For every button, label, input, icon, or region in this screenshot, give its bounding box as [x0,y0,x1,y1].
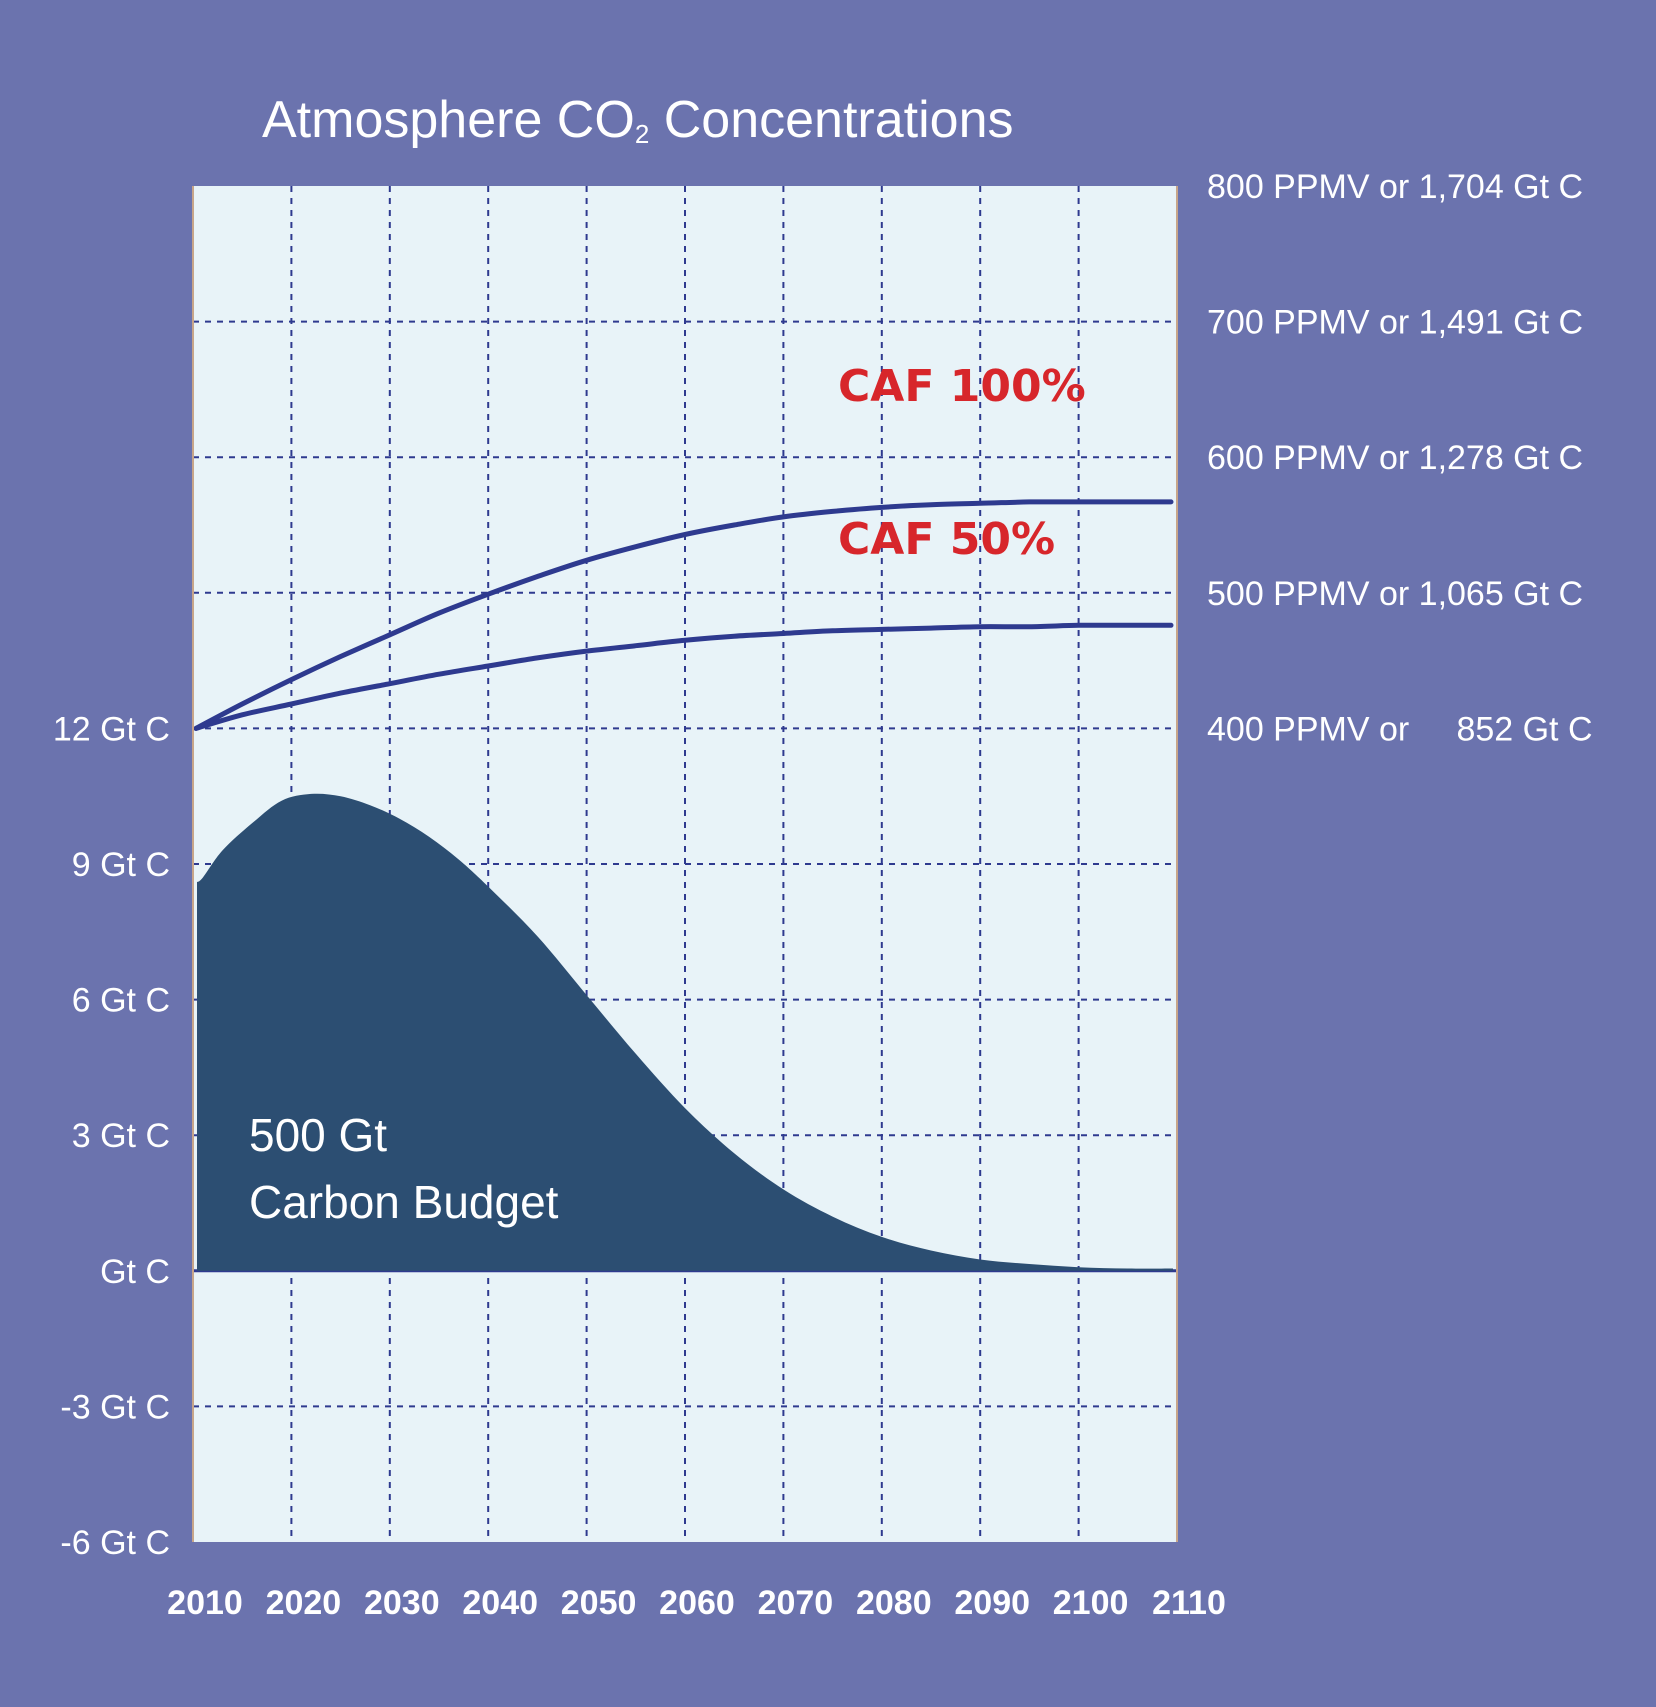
carbon-budget-area [197,793,1173,1271]
left-tick-label-1: 9 Gt C [72,846,170,884]
series-label-caf-100: CAF 100% [838,361,1086,412]
x-tick-label-2070: 2070 [758,1584,834,1622]
left-tick-label-6: -6 Gt C [60,1524,170,1562]
x-axis-ticks: 2010 2020 2030 2040 2050 2060 2070 2080 2090 2100… [167,1584,1226,1622]
series-line-0 [193,499,1174,731]
chart-title: Atmosphere CO2 Concentrations [262,91,1013,149]
x-tick-label-2090: 2090 [954,1584,1030,1622]
series-label-caf-50: CAF 50% [838,514,1055,565]
right-tick-label-2: 600 PPMV or 1,278 Gt C [1207,439,1583,477]
carbon-budget-label-line1: 500 Gt [249,1109,387,1161]
x-tick-label-2020: 2020 [266,1584,342,1622]
x-tick-label-2060: 2060 [659,1584,735,1622]
x-tick-label-2100: 2100 [1053,1584,1129,1622]
left-tick-label-0: 12 Gt C [53,710,170,748]
right-tick-label-1: 700 PPMV or 1,491 Gt C [1207,304,1583,342]
chart-title-suffix: Concentrations [649,91,1013,149]
right-tick-label-3: 500 PPMV or 1,065 Gt C [1207,575,1583,613]
series-line-1 [193,622,1174,731]
x-tick-label-2010: 2010 [167,1584,243,1622]
series-lines-layer [193,499,1174,731]
chart-title-subscript: 2 [635,119,649,149]
x-tick-label-2080: 2080 [856,1584,932,1622]
right-tick-label-0: 800 PPMV or 1,704 Gt C [1207,168,1583,206]
carbon-budget-label-line2: Carbon Budget [249,1176,559,1228]
left-tick-label-4: Gt C [100,1253,170,1291]
x-tick-label-2110: 2110 [1152,1584,1226,1622]
left-tick-label-5: -3 Gt C [60,1388,170,1426]
right-axis-ticks: 800 PPMV or 1,704 Gt C 700 PPMV or 1,491 … [1207,168,1593,748]
left-axis-ticks: 12 Gt C 9 Gt C 6 Gt C 3 Gt C Gt C -3 Gt C -6 G… [53,710,170,1562]
chart-title-prefix: Atmosphere CO [262,91,635,149]
left-tick-label-2: 6 Gt C [72,982,170,1020]
x-tick-label-2050: 2050 [561,1584,637,1622]
right-tick-label-4: 400 PPMV or 852 Gt C [1207,710,1593,748]
carbon-budget-area-layer [197,793,1173,1271]
x-tick-label-2040: 2040 [462,1584,538,1622]
x-tick-label-2030: 2030 [364,1584,440,1622]
left-tick-label-3: 3 Gt C [72,1117,170,1155]
